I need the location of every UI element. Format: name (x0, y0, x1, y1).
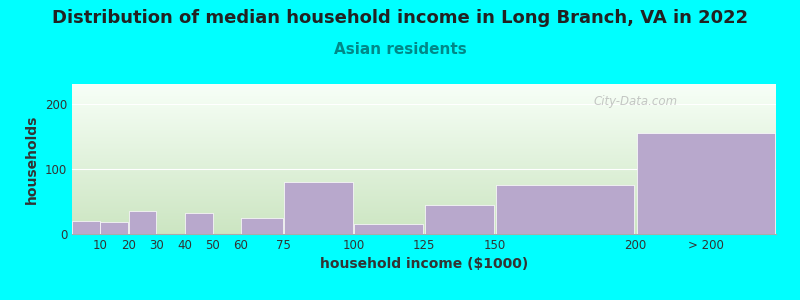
Bar (101, 222, 128, 234)
Bar (185, 213, 213, 234)
Bar (284, 182, 353, 234)
Bar (637, 133, 774, 234)
Text: Asian residents: Asian residents (334, 42, 466, 57)
Bar (354, 224, 423, 234)
Bar (425, 205, 494, 234)
X-axis label: household income ($1000): household income ($1000) (320, 257, 528, 272)
Bar (72, 221, 100, 234)
Y-axis label: households: households (26, 114, 39, 204)
Text: City-Data.com: City-Data.com (593, 94, 678, 107)
Bar (242, 218, 282, 234)
Bar (129, 211, 156, 234)
Text: Distribution of median household income in Long Branch, VA in 2022: Distribution of median household income … (52, 9, 748, 27)
Bar (496, 185, 634, 234)
